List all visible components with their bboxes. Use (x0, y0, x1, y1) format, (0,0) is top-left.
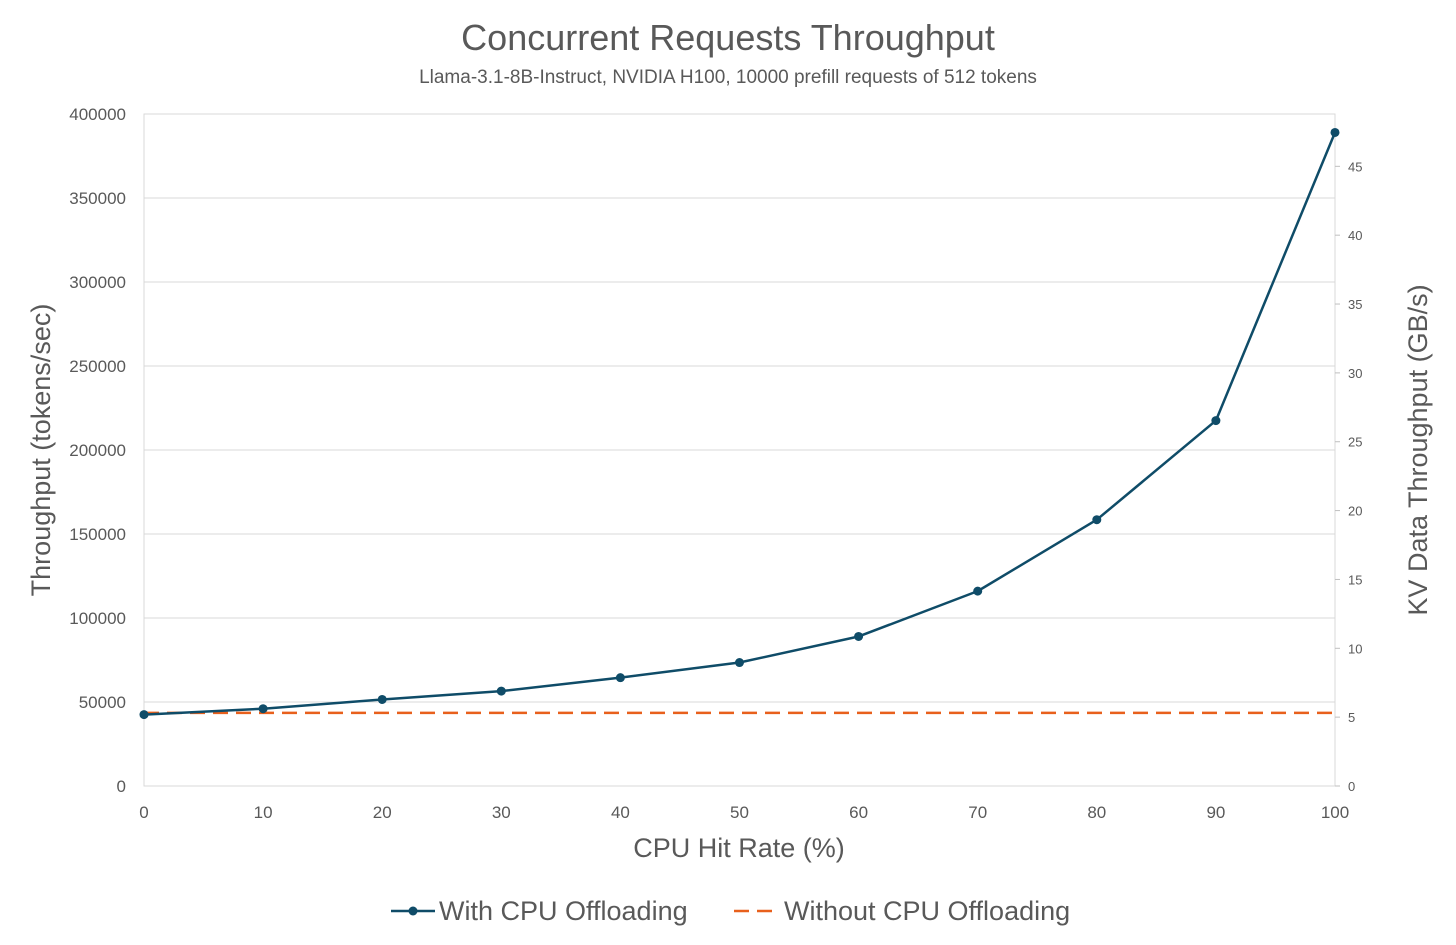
legend-item-without-offloading[interactable]: Without CPU Offloading (734, 896, 1070, 926)
data-point-with-offloading[interactable] (1330, 127, 1340, 137)
data-point-with-offloading[interactable] (258, 704, 268, 714)
series-layer (139, 127, 1340, 720)
y2-tick-label: 5 (1348, 710, 1355, 725)
data-point-with-offloading[interactable] (496, 686, 506, 696)
x-tick-label: 80 (1087, 803, 1106, 822)
gridlines (144, 113, 1335, 787)
y2-axis-ticks: 0 5 10 15 20 25 30 35 40 45 (1335, 159, 1362, 794)
y2-axis-title: KV Data Throughput (GB/s) (1403, 284, 1433, 615)
legend-label-with-offloading: With CPU Offloading (439, 896, 688, 926)
y2-tick-label: 20 (1348, 504, 1362, 519)
y2-tick-label: 25 (1348, 435, 1362, 450)
x-tick-label: 0 (139, 803, 148, 822)
x-axis-ticks: 0 10 20 30 40 50 60 70 80 90 100 (139, 803, 1349, 822)
y2-tick-label: 45 (1348, 159, 1362, 174)
y-tick-label: 0 (117, 777, 126, 796)
y-tick-label: 150000 (69, 525, 126, 544)
data-point-with-offloading[interactable] (1092, 515, 1102, 525)
y-tick-label: 100000 (69, 609, 126, 628)
x-tick-label: 100 (1321, 803, 1349, 822)
y-tick-label: 350000 (69, 189, 126, 208)
data-point-with-offloading[interactable] (1211, 416, 1221, 426)
x-tick-label: 90 (1206, 803, 1225, 822)
data-point-with-offloading[interactable] (735, 658, 744, 668)
x-tick-label: 30 (492, 803, 511, 822)
y-axis-title: Throughput (tokens/sec) (26, 304, 56, 597)
plot-area (143, 113, 1336, 787)
y2-tick-label: 15 (1348, 572, 1362, 587)
x-axis-title: CPU Hit Rate (%) (633, 833, 845, 863)
data-point-with-offloading[interactable] (139, 710, 149, 720)
y2-tick-label: 35 (1348, 297, 1362, 312)
data-point-with-offloading[interactable] (377, 694, 387, 704)
y-tick-label: 50000 (79, 693, 126, 712)
y2-tick-label: 40 (1348, 228, 1362, 243)
y-axis-ticks: 0 50000 100000 150000 200000 250000 300000 3500… (69, 105, 126, 796)
x-tick-label: 20 (373, 803, 392, 822)
data-point-with-offloading[interactable] (854, 631, 864, 641)
chart-subtitle: Llama-3.1-8B-Instruct, NVIDIA H100, 1000… (419, 67, 1037, 88)
y-tick-label: 300000 (69, 273, 126, 292)
x-tick-label: 70 (968, 803, 987, 822)
y2-tick-label: 10 (1348, 641, 1362, 656)
y2-tick-label: 30 (1348, 366, 1362, 381)
chart-title: Concurrent Requests Throughput (461, 17, 995, 58)
x-tick-label: 10 (254, 803, 273, 822)
data-point-with-offloading[interactable] (615, 673, 625, 683)
y-tick-label: 400000 (69, 105, 126, 124)
x-tick-label: 40 (611, 803, 630, 822)
y-tick-label: 250000 (69, 357, 126, 376)
legend-item-with-offloading[interactable]: With CPU Offloading (391, 896, 688, 926)
data-point-with-offloading[interactable] (973, 586, 983, 596)
x-tick-label: 60 (849, 803, 868, 822)
legend-label-without-offloading: Without CPU Offloading (784, 896, 1070, 926)
x-tick-label: 50 (730, 803, 749, 822)
y-tick-label: 200000 (69, 441, 126, 460)
legend: With CPU Offloading Without CPU Offloadi… (391, 896, 1070, 926)
series-line-with-offloading (143, 132, 1337, 716)
legend-marker-with-offloading (408, 906, 418, 916)
y2-tick-label: 0 (1348, 779, 1355, 794)
